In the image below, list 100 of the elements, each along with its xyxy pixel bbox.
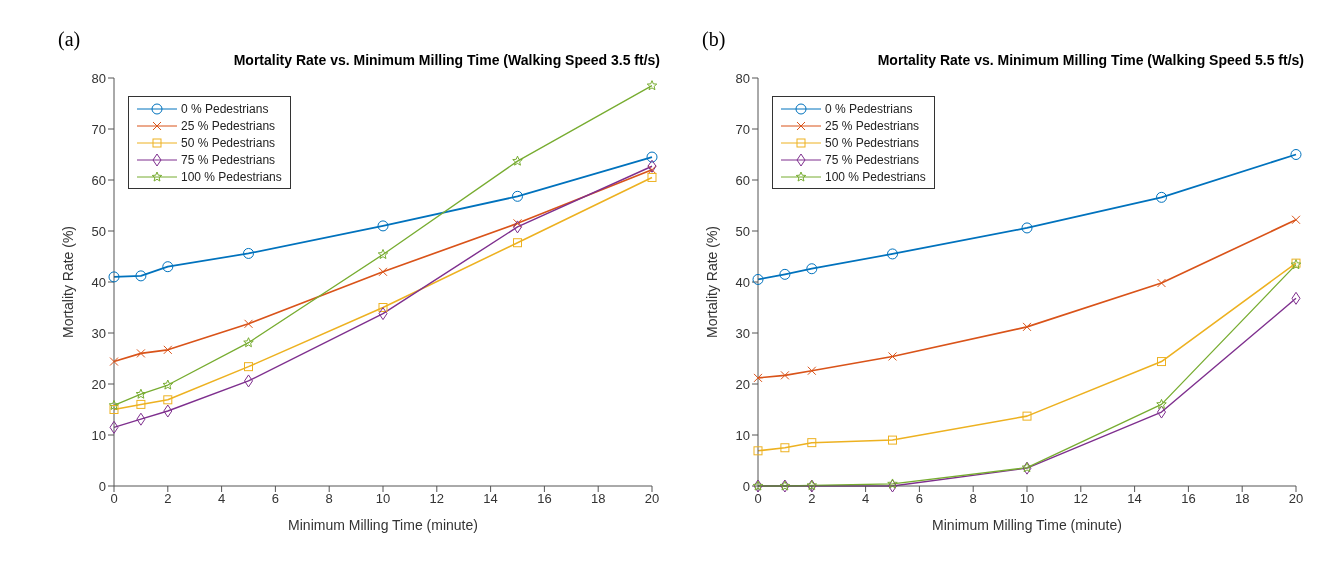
y-tick-label: 50 [735,223,750,239]
point [1156,191,1167,203]
legend-label: 75 % Pedestrians [825,152,920,167]
x-tick-label: 18 [1234,491,1250,507]
y-tick-label: 80 [735,70,750,86]
point [807,366,817,376]
point [1021,222,1033,234]
x-tick-label: 0 [110,491,118,507]
point [135,388,147,399]
point [136,399,146,409]
point [244,319,253,329]
x-tick-label: 8 [325,491,333,507]
legend-label: 100 % Pedestrians [181,169,282,184]
point [887,248,898,260]
x-tick-label: 4 [217,491,226,507]
x-tick-label: 4 [861,491,870,507]
x-tick-label: 0 [754,491,762,507]
point [135,270,147,282]
point [108,399,120,410]
point [162,379,174,390]
point [647,159,657,173]
point [378,303,388,312]
point [512,190,523,202]
point [1022,322,1032,332]
x-tick-label: 14 [483,491,498,507]
point [244,362,253,372]
x-tick-label: 14 [1127,491,1142,507]
x-tick-label: 2 [164,491,172,507]
x-tick-label: 6 [271,491,280,507]
legend-label: 25 % Pedestrians [825,118,920,133]
point [1291,215,1301,225]
point [109,420,119,434]
point [752,273,764,285]
point [647,172,657,182]
point [513,238,522,248]
point [780,443,790,453]
point [1290,149,1302,160]
y-tick-label: 70 [91,121,106,137]
x-tick-label: 6 [915,491,924,507]
x-tick-label: 20 [1288,491,1304,507]
point [1022,411,1032,421]
y-tick-label: 30 [91,325,106,341]
y-tick-label: 60 [91,172,106,188]
point [780,370,790,380]
text: (a) [58,28,82,52]
y-tick-label: 30 [735,325,750,341]
legend-label: 50 % Pedestrians [825,135,920,150]
point [1156,398,1167,409]
x-tick-label: 20 [644,491,660,507]
point [1291,291,1301,305]
point [806,263,818,275]
chart-title: Mortality Rate vs. Minimum Milling Time (Walking Speed 3.5 ft/s) [232,52,661,70]
point [109,405,119,414]
y-tick-label: 20 [91,376,106,392]
y-tick-label: 80 [91,70,106,86]
point [646,151,658,163]
point [888,351,897,361]
y-axis-title: Mortality Rate (%) [59,225,76,339]
x-axis-title: Minimum Milling Time (minute) [932,517,1122,533]
point [377,248,389,260]
point [163,395,173,405]
point [512,155,523,166]
chart-title: Mortality Rate vs. Minimum Milling Time (Walking Speed 5.5 ft/s) [876,52,1305,70]
x-tick-label: 12 [429,491,445,507]
point [1157,278,1166,288]
y-tick-label: 50 [91,223,106,239]
point [753,373,763,383]
point [378,267,388,277]
point [647,165,657,175]
point [108,271,120,283]
x-tick-label: 10 [1019,491,1035,507]
point [377,220,389,232]
y-tick-label: 40 [735,274,750,290]
point [136,412,146,426]
y-tick-label: 0 [742,478,750,494]
y-tick-label: 40 [91,274,106,290]
y-tick-label: 10 [91,427,106,443]
point [243,247,254,259]
point [243,337,254,348]
y-tick-label: 0 [98,478,106,494]
point [513,218,522,228]
legend-label: 100 % Pedestrians [825,169,926,184]
legend-label: 75 % Pedestrians [181,152,276,167]
legend-label: 50 % Pedestrians [181,135,276,150]
x-tick-label: 8 [969,491,977,507]
y-tick-label: 10 [735,427,750,443]
point [887,478,898,489]
point [807,438,817,448]
legend-label: 0 % Pedestrians [825,101,913,116]
legend-label: 25 % Pedestrians [181,118,276,133]
point [753,446,763,456]
y-axis-title: Mortality Rate (%) [703,225,720,339]
point [163,404,173,418]
y-tick-label: 70 [735,121,750,137]
point [162,261,174,273]
point [109,357,119,367]
y-tick-label: 60 [735,172,750,188]
x-tick-label: 2 [808,491,816,507]
x-tick-label: 18 [590,491,606,507]
point [779,268,791,280]
